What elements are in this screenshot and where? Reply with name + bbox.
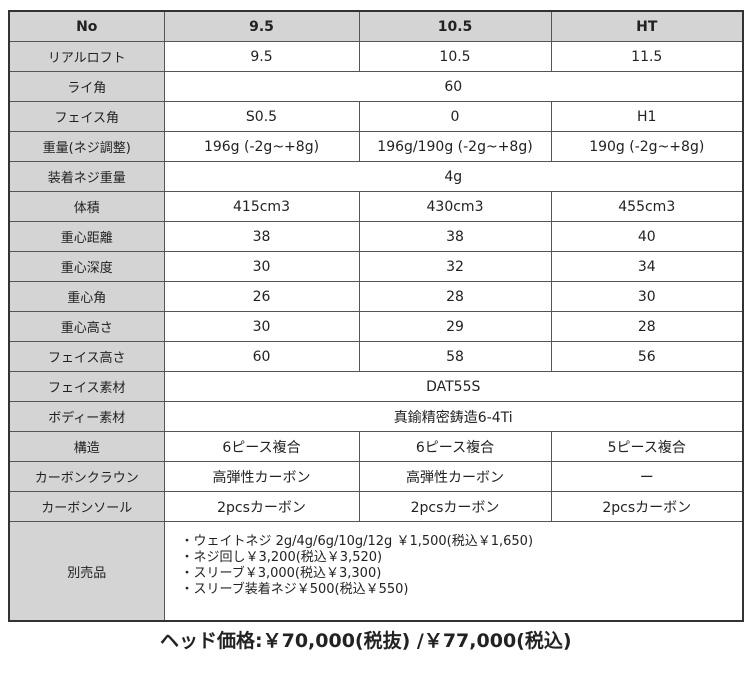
row-label: 重心深度 bbox=[8, 251, 165, 282]
table-row: リアルロフト 9.5 10.5 11.5 bbox=[8, 41, 744, 72]
table-row: カーボンクラウン 高弾性カーボン 高弾性カーボンー bbox=[8, 461, 744, 492]
spec-cell: 30 bbox=[163, 311, 360, 342]
accessory-item: ・ウェイトネジ 2g/4g/6g/10g/12g ￥1,500(税込￥1,650… bbox=[180, 534, 534, 549]
row-label: 重心角 bbox=[8, 281, 165, 312]
spec-cell: 60 bbox=[163, 341, 360, 372]
spec-cell: H1 bbox=[550, 101, 744, 132]
table-row: ライ角 60 bbox=[8, 71, 744, 102]
spec-cell: 真鍮精密鋳造6-4Ti bbox=[163, 401, 744, 432]
spec-cell: 28 bbox=[550, 311, 744, 342]
row-label: カーボンクラウン bbox=[8, 461, 165, 492]
spec-cell: 32 bbox=[358, 251, 552, 282]
accessory-item: ・スリーブ￥3,000(税込￥3,300) bbox=[180, 566, 382, 581]
column-header: 10.5 bbox=[358, 10, 552, 42]
spec-cell: 60 bbox=[163, 71, 744, 102]
spec-cell: 6ピース複合 bbox=[163, 431, 360, 462]
table-row: ボディー素材 真鍮精密鋳造6-4Ti bbox=[8, 401, 744, 432]
spec-cell: 58 bbox=[358, 341, 552, 372]
table-row: 重心高さ 30 29 28 bbox=[8, 311, 744, 342]
spec-cell: 38 bbox=[163, 221, 360, 252]
row-label: フェイス素材 bbox=[8, 371, 165, 402]
spec-cell: 196g (-2g~+8g) bbox=[163, 131, 360, 162]
spec-cell: DAT55S bbox=[163, 371, 744, 402]
spec-cell: 0 bbox=[358, 101, 552, 132]
row-label: 重量(ネジ調整) bbox=[8, 131, 165, 162]
table-row: 重心角 26 28 30 bbox=[8, 281, 744, 312]
spec-cell: 10.5 bbox=[358, 41, 552, 72]
spec-cell: ー bbox=[550, 461, 744, 492]
row-label: リアルロフト bbox=[8, 41, 165, 72]
spec-cell: 38 bbox=[358, 221, 552, 252]
table-row: カーボンソール 2pcsカーボン 2pcsカーボン 2pcsカーボン bbox=[8, 491, 744, 522]
spec-cell: 190g (-2g~+8g) bbox=[550, 131, 744, 162]
spec-cell: 26 bbox=[163, 281, 360, 312]
row-label: 構造 bbox=[8, 431, 165, 462]
spec-cell: 415cm3 bbox=[163, 191, 360, 222]
spec-cell: 2pcsカーボン bbox=[358, 491, 552, 522]
spec-cell: 高弾性カーボン bbox=[358, 461, 552, 492]
spec-cell: 28 bbox=[358, 281, 552, 312]
row-label: フェイス高さ bbox=[8, 341, 165, 372]
row-label: 重心高さ bbox=[8, 311, 165, 342]
spec-cell: 34 bbox=[550, 251, 744, 282]
row-label: 装着ネジ重量 bbox=[8, 161, 165, 192]
spec-cell: 30 bbox=[550, 281, 744, 312]
row-label: 重心距離 bbox=[8, 221, 165, 252]
spec-cell: S0.5 bbox=[163, 101, 360, 132]
spec-cell: 196g/190g (-2g~+8g) bbox=[358, 131, 552, 162]
row-label: ボディー素材 bbox=[8, 401, 165, 432]
table-row: フェイス素材 DAT55S bbox=[8, 371, 744, 402]
row-label: ライ角 bbox=[8, 71, 165, 102]
head-price: ヘッド価格:￥70,000(税抜) /￥77,000(税込) bbox=[160, 630, 572, 652]
table-row: フェイス角 S0.5 0 H1 bbox=[8, 101, 744, 132]
header-row: No 9.5 10.5 HT bbox=[8, 10, 744, 42]
row-label: カーボンソール bbox=[8, 491, 165, 522]
row-label: フェイス角 bbox=[8, 101, 165, 132]
spec-cell: 5ピース複合 bbox=[550, 431, 744, 462]
accessory-item: ・ネジ回し￥3,200(税込￥3,520) bbox=[180, 550, 383, 565]
table-row: 構造 6ピース複合 6ピース複合 5ピース複合 bbox=[8, 431, 744, 462]
spec-cell: 430cm3 bbox=[358, 191, 552, 222]
column-header: 9.5 bbox=[163, 10, 360, 42]
table-row: 装着ネジ重量 4g bbox=[8, 161, 744, 192]
accessories-row: 別売品 ・ウェイトネジ 2g/4g/6g/10g/12g ￥1,500(税込￥1,… bbox=[8, 521, 744, 622]
column-header: HT bbox=[550, 10, 744, 42]
spec-cell: 29 bbox=[358, 311, 552, 342]
spec-cell: 2pcsカーボン bbox=[550, 491, 744, 522]
spec-cell: 2pcsカーボン bbox=[163, 491, 360, 522]
table-row: 重心距離 38 38 40 bbox=[8, 221, 744, 252]
spec-cell: 455cm3 bbox=[550, 191, 744, 222]
table-row: フェイス高さ 60 58 56 bbox=[8, 341, 744, 372]
accessory-item: ・スリーブ装着ネジ￥500(税込￥550) bbox=[180, 582, 409, 597]
row-label: 別売品 bbox=[8, 521, 165, 622]
spec-cell: 56 bbox=[550, 341, 744, 372]
accessories-list: ・ウェイトネジ 2g/4g/6g/10g/12g ￥1,500(税込￥1,650… bbox=[163, 521, 744, 622]
spec-cell: 4g bbox=[163, 161, 744, 192]
table-row: 重量(ネジ調整) 196g (-2g~+8g) 196g/190g (-2g~+8g… bbox=[8, 131, 744, 162]
spec-cell: 6ピース複合 bbox=[358, 431, 552, 462]
table-row: 体積 415cm3 430cm3 455cm3 bbox=[8, 191, 744, 222]
spec-cell: 11.5 bbox=[550, 41, 744, 72]
spec-table: No 9.5 10.5 HT リアルロフト 9.5 10.5 11.5 ライ角 60 フェイス角 S0… bbox=[8, 10, 744, 622]
spec-cell: 40 bbox=[550, 221, 744, 252]
spec-cell: 高弾性カーボン bbox=[163, 461, 360, 492]
spec-cell: 9.5 bbox=[163, 41, 360, 72]
header-label: No bbox=[8, 10, 165, 42]
spec-cell: 30 bbox=[163, 251, 360, 282]
row-label: 体積 bbox=[8, 191, 165, 222]
table-row: 重心深度 30 32 34 bbox=[8, 251, 744, 282]
